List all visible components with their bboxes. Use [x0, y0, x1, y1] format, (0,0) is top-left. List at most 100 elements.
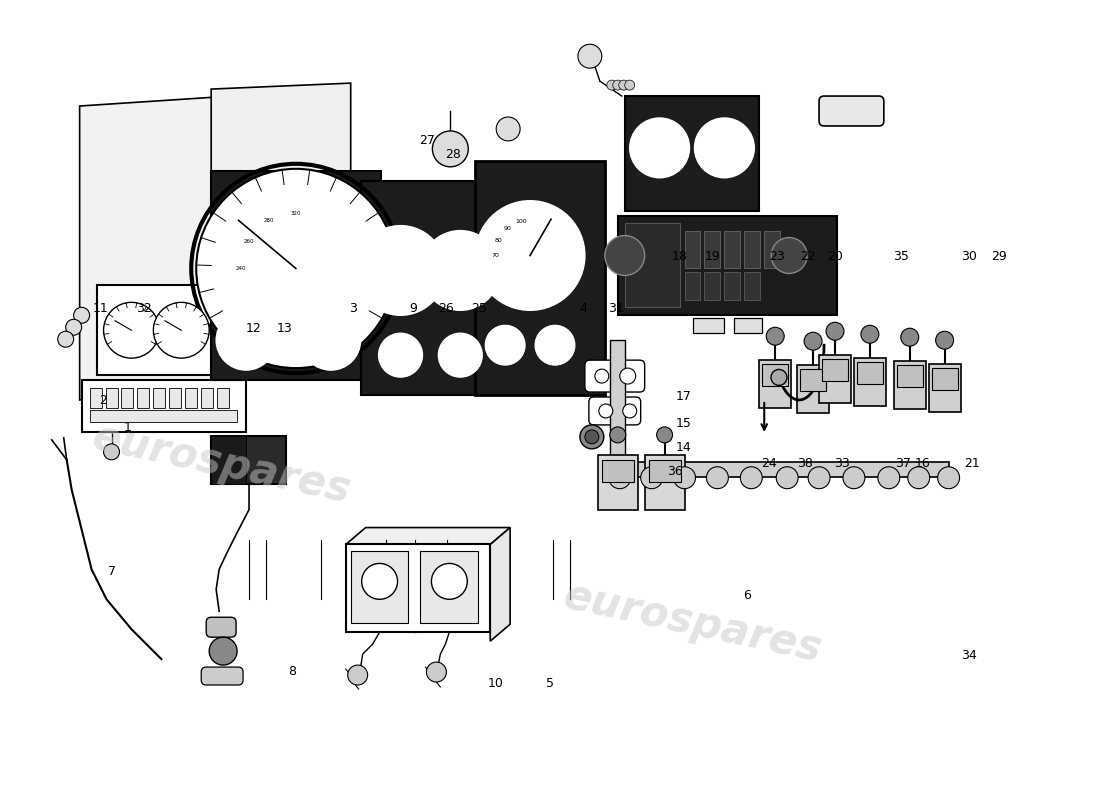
Bar: [475, 161, 605, 395]
Text: 4: 4: [579, 302, 586, 315]
Text: 29: 29: [991, 250, 1008, 263]
Bar: [625, 96, 759, 210]
Bar: [602, 460, 634, 482]
Text: 7: 7: [108, 565, 115, 578]
Bar: [704, 273, 720, 300]
Text: 16: 16: [915, 458, 931, 470]
Circle shape: [475, 201, 585, 310]
Bar: [745, 230, 760, 269]
Circle shape: [619, 80, 629, 90]
Circle shape: [629, 118, 690, 178]
Circle shape: [74, 307, 89, 323]
Bar: [106, 388, 118, 408]
Text: 3: 3: [349, 302, 356, 315]
Circle shape: [777, 466, 799, 489]
Circle shape: [613, 80, 623, 90]
Bar: [725, 273, 740, 300]
FancyBboxPatch shape: [588, 397, 640, 425]
Circle shape: [740, 466, 762, 489]
Text: 13: 13: [277, 322, 293, 334]
Circle shape: [607, 80, 617, 90]
Circle shape: [771, 238, 807, 274]
Bar: [704, 230, 720, 269]
Polygon shape: [211, 83, 351, 370]
Bar: [894, 361, 926, 409]
Text: 24: 24: [761, 458, 777, 470]
Text: 280: 280: [263, 218, 274, 223]
Circle shape: [431, 563, 467, 599]
Text: eurospares: eurospares: [560, 575, 826, 671]
Bar: [684, 273, 701, 300]
Circle shape: [598, 404, 613, 418]
Bar: [597, 455, 638, 510]
Text: 70: 70: [492, 253, 499, 258]
Circle shape: [578, 44, 602, 68]
Bar: [153, 388, 165, 408]
Circle shape: [608, 466, 630, 489]
Circle shape: [348, 665, 367, 685]
Bar: [932, 368, 958, 390]
Text: 22: 22: [800, 250, 815, 263]
Text: 38: 38: [798, 458, 813, 470]
Bar: [800, 369, 826, 391]
Text: 2: 2: [99, 394, 107, 406]
Bar: [618, 216, 837, 315]
Circle shape: [878, 466, 900, 489]
Circle shape: [640, 466, 662, 489]
Circle shape: [706, 466, 728, 489]
Text: 37: 37: [895, 458, 911, 470]
Text: 27: 27: [419, 134, 436, 147]
Text: 100: 100: [515, 219, 527, 224]
Circle shape: [580, 425, 604, 449]
Circle shape: [57, 331, 74, 347]
Circle shape: [66, 319, 81, 335]
Circle shape: [427, 662, 447, 682]
Circle shape: [826, 322, 844, 340]
Bar: [854, 358, 886, 406]
Circle shape: [439, 334, 482, 377]
Text: 21: 21: [965, 458, 980, 470]
Circle shape: [804, 332, 822, 350]
Circle shape: [217, 310, 276, 370]
Polygon shape: [345, 527, 510, 545]
Circle shape: [485, 326, 525, 365]
Text: 11: 11: [92, 302, 109, 315]
Text: 14: 14: [675, 442, 692, 454]
Text: 18: 18: [671, 250, 688, 263]
Text: 90: 90: [504, 226, 512, 231]
Bar: [211, 170, 381, 380]
Text: 1: 1: [124, 422, 132, 434]
Text: 23: 23: [769, 250, 784, 263]
Circle shape: [535, 326, 575, 365]
Text: 36: 36: [667, 466, 683, 478]
Bar: [97, 286, 217, 375]
Circle shape: [843, 466, 865, 489]
Text: 28: 28: [446, 148, 462, 161]
Bar: [735, 318, 762, 334]
Circle shape: [595, 369, 608, 383]
Bar: [345, 545, 491, 632]
Circle shape: [362, 563, 397, 599]
Circle shape: [937, 466, 959, 489]
Bar: [625, 222, 680, 307]
Bar: [609, 462, 948, 477]
Bar: [820, 355, 851, 403]
Text: 80: 80: [495, 238, 503, 243]
Circle shape: [936, 331, 954, 349]
Polygon shape: [491, 527, 510, 641]
Bar: [649, 460, 681, 482]
Text: 320: 320: [290, 211, 301, 216]
Bar: [211, 436, 246, 484]
Bar: [81, 380, 246, 432]
Text: 31: 31: [608, 302, 624, 315]
Bar: [420, 551, 478, 623]
Polygon shape: [79, 96, 231, 400]
Circle shape: [378, 334, 422, 377]
Text: 32: 32: [136, 302, 152, 315]
Bar: [201, 388, 213, 408]
Circle shape: [808, 466, 830, 489]
Circle shape: [625, 80, 635, 90]
Bar: [762, 364, 789, 386]
Circle shape: [861, 326, 879, 343]
Text: 20: 20: [827, 250, 843, 263]
